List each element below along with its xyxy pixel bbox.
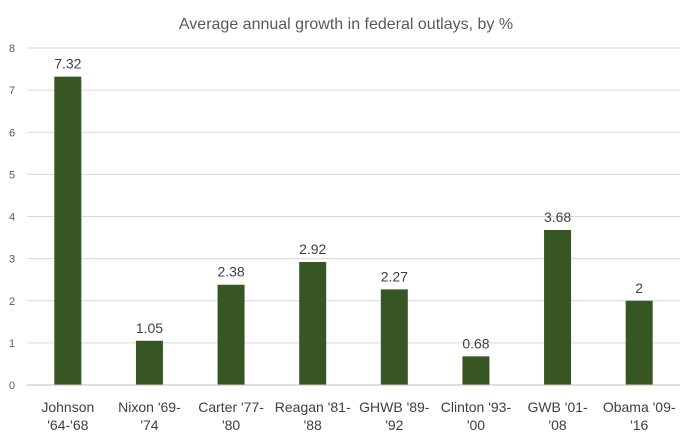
y-tick-label: 5 (9, 169, 15, 181)
y-tick-label: 6 (9, 127, 15, 139)
bar (299, 261, 327, 385)
x-tick-label: Carter '77-'80 (198, 399, 264, 433)
data-labels: 7.32 1.05 2.38 2.92 2.27 0.68 3.68 2 (54, 56, 643, 352)
x-tick-label: Obama '09-'16 (603, 399, 676, 433)
bar (135, 340, 163, 385)
y-tick-label: 1 (9, 338, 15, 350)
data-label: 2 (635, 280, 643, 296)
x-axis-ticks: Johnson '64-'68 Nixon '69-'74 Carter '77-'8… (41, 399, 676, 433)
chart-title: Average annual growth in federal outlays… (179, 16, 513, 33)
data-label: 0.68 (462, 335, 489, 351)
y-tick-label: 4 (9, 212, 15, 224)
y-tick-label: 7 (9, 85, 15, 97)
bars (54, 76, 653, 386)
bar (380, 289, 408, 385)
x-tick-label: Nixon '69-'74 (118, 399, 181, 433)
bar (625, 300, 653, 385)
y-tick-label: 2 (9, 296, 15, 308)
bar (54, 76, 82, 386)
bar (217, 284, 245, 385)
data-label: 1.05 (136, 320, 163, 336)
x-tick-label: Johnson '64-'68 (41, 399, 94, 433)
data-label: 2.38 (217, 264, 244, 280)
gridlines (27, 47, 680, 344)
x-tick-label: Reagan '81-'88 (275, 399, 351, 433)
y-tick-label: 8 (9, 43, 15, 55)
data-label: 2.92 (299, 241, 326, 257)
y-tick-label: 3 (9, 254, 15, 266)
bar (544, 229, 572, 385)
x-tick-label: GWB '01-'08 (527, 399, 588, 433)
y-tick-label: 0 (9, 380, 15, 392)
y-axis-ticks: 0 1 2 3 4 5 6 7 8 (9, 43, 15, 392)
x-tick-label: Clinton '93-'00 (441, 399, 512, 433)
data-label: 7.32 (54, 56, 81, 72)
data-label: 2.27 (381, 268, 408, 284)
x-tick-label: GHWB '89-'92 (359, 399, 430, 433)
bar (462, 356, 490, 385)
data-label: 3.68 (544, 209, 571, 225)
